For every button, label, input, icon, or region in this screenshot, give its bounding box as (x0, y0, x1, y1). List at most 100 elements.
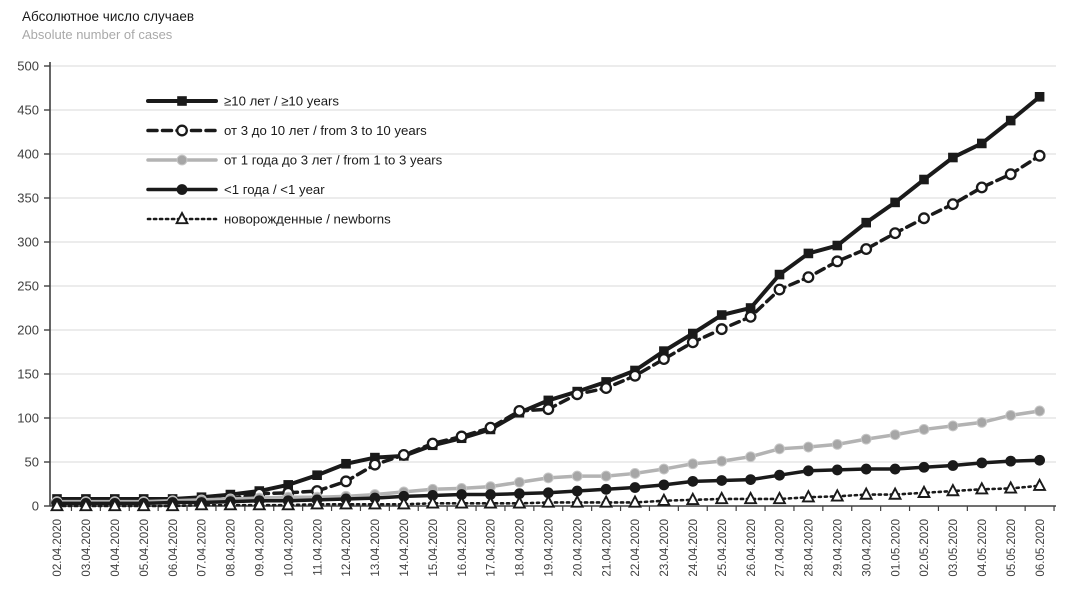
x-tick-label: 03.05.2020 (948, 519, 960, 577)
marker-circle (176, 154, 188, 166)
x-tick-label: 15.04.2020 (428, 519, 440, 577)
marker-circle (947, 420, 959, 432)
marker-circle-open (176, 124, 188, 137)
legend-label: <1 года / <1 year (224, 182, 325, 197)
marker-triangle (512, 495, 527, 509)
marker-circle-open (686, 336, 699, 349)
x-tick-label: 04.04.2020 (110, 519, 122, 577)
marker-square (370, 452, 380, 463)
marker-circle-open (629, 369, 641, 382)
marker-triangle (570, 494, 585, 508)
marker-triangle (1003, 480, 1018, 494)
marker-circle-open (744, 310, 757, 323)
y-tick-label: 450 (17, 103, 39, 118)
marker-triangle (656, 492, 671, 506)
marker-triangle (194, 497, 209, 511)
marker-square (919, 174, 929, 185)
x-tick-label: 22.04.2020 (630, 519, 642, 577)
marker-square (832, 240, 843, 251)
x-tick-label: 03.04.2020 (81, 519, 93, 577)
marker-circle (629, 482, 641, 493)
chart-title-ru: Абсолютное число случаев (22, 9, 195, 24)
marker-triangle (50, 497, 64, 512)
x-tick-label: 13.04.2020 (370, 519, 382, 577)
legend-label: новорожденные / newborns (224, 212, 391, 227)
marker-circle (600, 470, 612, 482)
marker-triangle (107, 497, 122, 512)
marker-square (543, 395, 554, 406)
legend-label: от 3 до 10 лет / from 3 to 10 years (224, 123, 427, 138)
marker-circle-open (397, 449, 410, 461)
x-tick-label: 21.04.2020 (601, 519, 613, 577)
marker-circle-open (918, 212, 930, 225)
x-tick-label: 11.04.2020 (312, 519, 324, 576)
y-tick-label: 300 (17, 235, 39, 250)
marker-square (948, 152, 958, 163)
marker-circle-open (715, 323, 728, 336)
marker-triangle (165, 497, 180, 512)
y-tick-label: 150 (17, 367, 39, 382)
marker-circle-open (1004, 168, 1017, 181)
marker-circle-open (513, 405, 526, 417)
marker-circle (860, 463, 872, 475)
marker-circle (658, 463, 670, 475)
marker-circle (514, 476, 525, 488)
marker-square (774, 269, 785, 280)
y-tick-label: 0 (32, 499, 39, 514)
x-tick-label: 06.04.2020 (168, 519, 180, 577)
marker-circle (571, 470, 583, 482)
x-tick-label: 24.04.2020 (688, 519, 700, 577)
y-tick-label: 350 (17, 191, 39, 206)
marker-circle (629, 468, 641, 479)
chart-title-en: Absolute number of cases (22, 27, 173, 43)
marker-circle (947, 460, 959, 471)
x-tick-label: 16.04.2020 (457, 519, 469, 577)
marker-circle-open (946, 198, 959, 211)
marker-triangle (310, 496, 325, 510)
y-tick-label: 50 (25, 455, 39, 470)
x-tick-label: 02.04.2020 (52, 519, 64, 577)
x-tick-label: 18.04.2020 (515, 519, 527, 577)
marker-triangle (714, 490, 729, 505)
y-tick-label: 200 (17, 323, 39, 338)
marker-triangle (685, 491, 700, 505)
legend-label: от 1 года до 3 лет / from 1 to 3 years (224, 153, 443, 168)
y-tick-label: 100 (17, 411, 39, 426)
marker-square (1034, 92, 1045, 102)
x-tick-label: 14.04.2020 (399, 519, 411, 577)
marker-triangle (772, 490, 787, 505)
marker-circle (889, 463, 901, 475)
legend-item: новорожденные / newborns (146, 210, 391, 227)
x-tick-label: 07.04.2020 (197, 519, 209, 577)
legend-item: от 1 года до 3 лет / from 1 to 3 years (146, 153, 443, 168)
x-tick-label: 25.04.2020 (717, 519, 729, 577)
x-tick-label: 10.04.2020 (283, 519, 295, 577)
marker-triangle (252, 497, 267, 511)
series-1 (51, 149, 1046, 509)
marker-circle (542, 472, 554, 484)
marker-circle (745, 474, 756, 486)
marker-circle-open (975, 181, 988, 194)
y-tick-label: 250 (17, 279, 39, 294)
marker-circle (716, 455, 728, 467)
marker-square (312, 470, 322, 480)
marker-circle (831, 464, 843, 476)
legend-label: ≥10 лет / ≥10 years (224, 94, 339, 109)
marker-circle-open (368, 458, 381, 471)
marker-square (745, 303, 756, 313)
x-tick-label: 05.04.2020 (139, 519, 151, 577)
marker-circle (918, 461, 930, 473)
marker-circle-open (571, 388, 584, 401)
marker-circle-open (340, 475, 352, 488)
x-tick-label: 19.04.2020 (544, 519, 556, 577)
x-tick-label: 06.05.2020 (1035, 519, 1047, 577)
marker-square (177, 96, 187, 106)
marker-triangle (974, 481, 989, 495)
marker-circle (774, 443, 785, 455)
marker-triangle (281, 497, 296, 511)
series-3 (51, 454, 1045, 509)
x-tick-label: 27.04.2020 (775, 519, 787, 577)
marker-square (716, 310, 727, 320)
marker-circle-open (1033, 149, 1046, 162)
marker-triangle (743, 490, 758, 505)
